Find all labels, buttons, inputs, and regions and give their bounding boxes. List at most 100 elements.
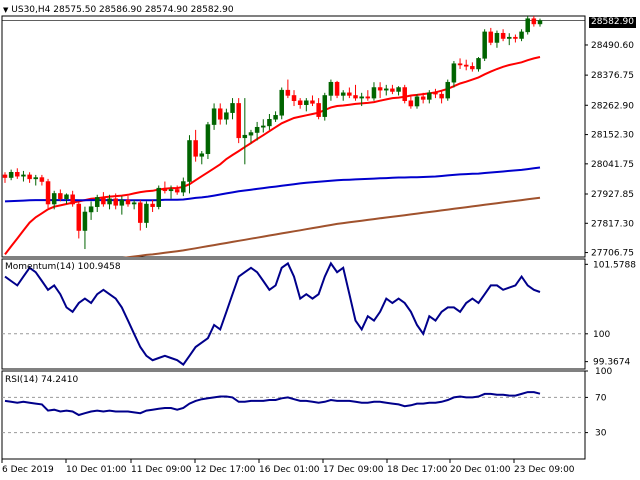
price-tick-label: 27927.85 xyxy=(591,190,634,200)
candle-body xyxy=(507,36,512,39)
candle-body xyxy=(402,87,407,101)
candle-body xyxy=(513,36,518,39)
moving-average-line-3 xyxy=(122,196,541,257)
candle-body xyxy=(236,103,241,139)
candle-body xyxy=(304,100,309,105)
candle-body xyxy=(494,32,500,43)
momentum-tick-label: 100 xyxy=(593,330,610,340)
rsi-tick-label: 100 xyxy=(595,367,612,377)
last-price-tag: 28582.90 xyxy=(589,17,636,28)
candle-body xyxy=(150,203,155,207)
candle-body xyxy=(168,189,174,192)
candle-body xyxy=(224,112,229,120)
candle-body xyxy=(537,20,543,25)
ohlc-label: 28575.50 28586.90 28574.90 28582.90 xyxy=(53,5,234,15)
candle-body xyxy=(334,81,340,96)
candle-body xyxy=(390,88,395,92)
candle-body xyxy=(144,203,149,223)
candle-body xyxy=(107,198,112,205)
candle-body xyxy=(310,100,315,104)
symbol-label: US30,H4 xyxy=(11,5,51,15)
candle-body xyxy=(482,31,487,59)
candle-body xyxy=(131,202,137,205)
candle-body xyxy=(162,187,168,192)
candle-body xyxy=(316,103,321,117)
candle-body xyxy=(451,63,457,83)
candle-body xyxy=(51,193,57,205)
candle-body xyxy=(82,211,88,231)
candle-body xyxy=(254,126,260,133)
candle-body xyxy=(101,197,106,205)
candle-body xyxy=(205,124,211,154)
rsi-title: RSI(14) 74.2410 xyxy=(5,375,79,385)
time-tick-label: 17 Dec 09:00 xyxy=(323,465,384,475)
candle-body xyxy=(519,31,524,39)
candle-body xyxy=(248,132,254,136)
candle-body xyxy=(353,95,358,99)
time-tick-label: 11 Dec 09:00 xyxy=(131,465,192,475)
candle-body xyxy=(371,87,377,99)
candle-body xyxy=(211,108,217,125)
moving-average-line-2 xyxy=(4,166,541,203)
time-tick-label: 20 Dec 01:00 xyxy=(450,465,511,475)
candle-body xyxy=(267,119,272,127)
candle-body xyxy=(15,172,20,177)
candle-body xyxy=(359,96,364,99)
candle-body xyxy=(340,92,346,96)
price-tick-label: 28262.90 xyxy=(591,101,634,111)
candle-body xyxy=(261,125,266,128)
candle-body xyxy=(273,115,278,120)
candle-body xyxy=(21,174,26,177)
candle-body xyxy=(199,153,205,157)
momentum-tick-label: 99.3674 xyxy=(593,358,630,368)
candle-body xyxy=(427,92,432,100)
rsi-tick-label: 70 xyxy=(595,393,607,403)
candle-body xyxy=(113,198,118,206)
candle-body xyxy=(470,66,475,70)
candle-body xyxy=(125,199,131,205)
candle-body xyxy=(94,197,100,207)
price-tick-label: 28376.75 xyxy=(591,71,634,81)
candle-body xyxy=(33,177,38,180)
candle-body xyxy=(445,81,451,99)
candle-body xyxy=(174,189,180,193)
price-tick-label: 28041.75 xyxy=(591,160,634,170)
panel-frame-1 xyxy=(1,15,586,258)
candle-body xyxy=(64,194,69,199)
candle-body xyxy=(384,88,389,91)
panel-frame-3 xyxy=(1,370,586,460)
price-tick-label: 28490.60 xyxy=(591,41,634,51)
candle-body xyxy=(377,87,383,91)
moving-average-line-1 xyxy=(4,56,541,256)
rsi-tick-label: 30 xyxy=(595,429,607,439)
candle-body xyxy=(45,181,51,205)
rsi-line xyxy=(4,391,541,417)
candle-body xyxy=(76,203,82,231)
candle-body xyxy=(285,89,291,96)
candle-body xyxy=(531,18,537,25)
price-tick-label: 27817.30 xyxy=(591,219,634,229)
triangle-down-icon: ▼ xyxy=(3,6,9,14)
candle-body xyxy=(396,87,401,92)
price-tick-label: 27706.75 xyxy=(591,249,634,259)
candle-body xyxy=(347,92,352,96)
time-tick-label: 10 Dec 01:00 xyxy=(66,465,127,475)
momentum-line xyxy=(4,261,541,367)
candle-body xyxy=(365,96,371,99)
time-tick-label: 16 Dec 01:00 xyxy=(259,465,320,475)
candle-body xyxy=(414,96,420,107)
candle-body xyxy=(322,95,328,117)
candle-body xyxy=(242,134,248,139)
candle-body xyxy=(27,174,32,180)
candle-body xyxy=(279,89,284,116)
candle-body xyxy=(187,140,192,182)
candle-body xyxy=(525,18,530,33)
time-tick-label: 12 Dec 17:00 xyxy=(195,465,256,475)
candle-body xyxy=(408,100,414,107)
candle-body xyxy=(58,193,63,199)
candle-body xyxy=(8,172,14,178)
candle-body xyxy=(433,92,438,95)
candle-body xyxy=(230,103,235,113)
candle-body xyxy=(88,206,94,213)
